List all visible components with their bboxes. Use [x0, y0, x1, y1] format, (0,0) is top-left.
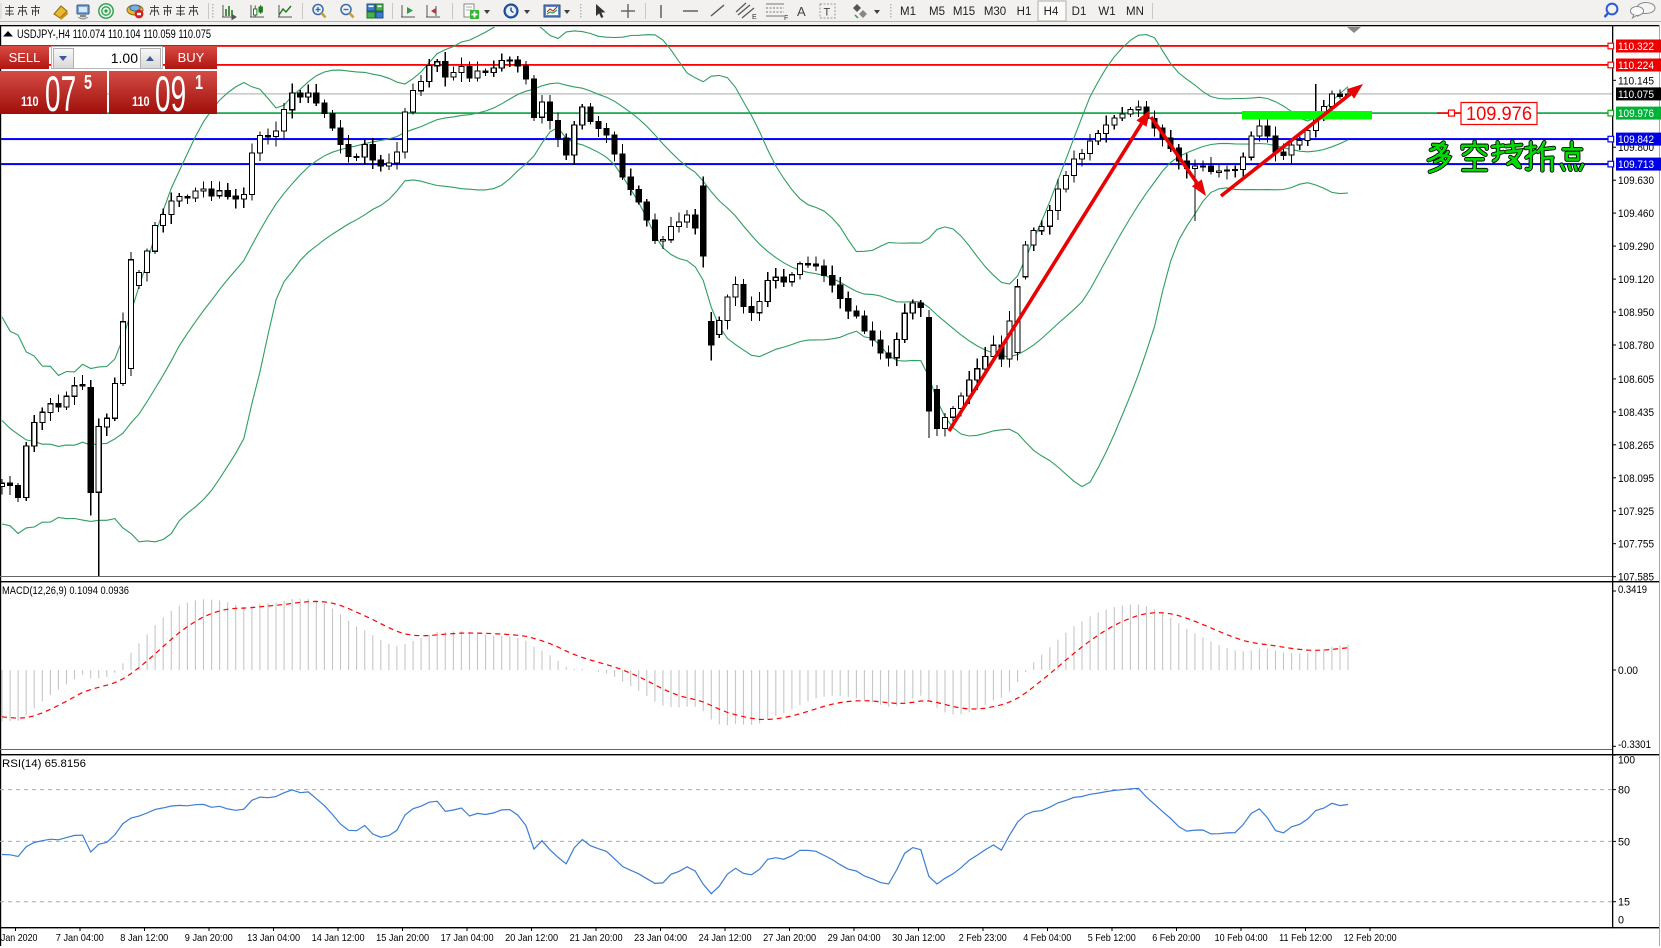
svg-text:108.950: 108.950 [1618, 307, 1654, 319]
svg-text:108.780: 108.780 [1618, 340, 1654, 352]
svg-text:109.713: 109.713 [1618, 159, 1654, 171]
svg-text:12 Feb 20:00: 12 Feb 20:00 [1344, 932, 1397, 944]
svg-text:110.075: 110.075 [1618, 89, 1654, 101]
svg-text:29 Jan 04:00: 29 Jan 04:00 [828, 932, 881, 944]
svg-text:A: A [797, 4, 806, 19]
svg-text:0: 0 [1618, 915, 1624, 927]
svg-text:107.585: 107.585 [1618, 572, 1654, 584]
svg-text:RSI(14) 65.8156: RSI(14) 65.8156 [2, 758, 86, 770]
svg-text:-0.3301: -0.3301 [1618, 739, 1651, 751]
svg-text:109.842: 109.842 [1618, 134, 1654, 146]
svg-text:4 Feb 04:00: 4 Feb 04:00 [1023, 932, 1071, 944]
svg-text:13 Jan 04:00: 13 Jan 04:00 [247, 932, 300, 944]
svg-text:108.435: 108.435 [1618, 407, 1654, 419]
svg-text:20 Jan 12:00: 20 Jan 12:00 [505, 932, 558, 944]
svg-text:M15: M15 [953, 6, 975, 18]
svg-text:108.265: 108.265 [1618, 440, 1654, 452]
svg-text:24 Jan 12:00: 24 Jan 12:00 [699, 932, 752, 944]
svg-text:100: 100 [1618, 755, 1635, 767]
svg-text:USDJPY-,H4 110.074 110.104 11: USDJPY-,H4 110.074 110.104 110.059 110.0… [17, 29, 211, 41]
svg-text:W1: W1 [1098, 6, 1115, 18]
svg-text:H1: H1 [1017, 6, 1032, 18]
svg-text:D1: D1 [1072, 6, 1087, 18]
svg-text:0.3419: 0.3419 [1618, 584, 1647, 596]
svg-text:11 Feb 12:00: 11 Feb 12:00 [1279, 932, 1332, 944]
svg-text:109.120: 109.120 [1618, 274, 1654, 286]
svg-text:MACD(12,26,9) 0.1094 0.0936: MACD(12,26,9) 0.1094 0.0936 [2, 585, 129, 597]
svg-text:14 Jan 12:00: 14 Jan 12:00 [312, 932, 365, 944]
svg-text:110.224: 110.224 [1618, 60, 1654, 72]
svg-text:108.095: 108.095 [1618, 473, 1654, 485]
svg-text:M1: M1 [900, 6, 916, 18]
svg-text:8 Jan 12:00: 8 Jan 12:00 [120, 932, 168, 944]
svg-text:10 Feb 04:00: 10 Feb 04:00 [1215, 932, 1268, 944]
svg-text:109.630: 109.630 [1618, 175, 1654, 187]
svg-text:6 Feb 20:00: 6 Feb 20:00 [1152, 932, 1200, 944]
svg-text:15 Jan 20:00: 15 Jan 20:00 [376, 932, 429, 944]
svg-text:17 Jan 04:00: 17 Jan 04:00 [441, 932, 494, 944]
svg-text:80: 80 [1618, 785, 1630, 797]
svg-text:109.290: 109.290 [1618, 241, 1654, 253]
svg-text:T: T [824, 7, 831, 19]
svg-text:110.145: 110.145 [1618, 75, 1654, 87]
svg-text:109.976: 109.976 [1618, 108, 1654, 120]
svg-text:0.00: 0.00 [1618, 665, 1638, 677]
svg-text:MN: MN [1126, 6, 1144, 18]
svg-text:50: 50 [1618, 836, 1630, 848]
svg-text:27 Jan 20:00: 27 Jan 20:00 [763, 932, 816, 944]
svg-text:7 Jan 04:00: 7 Jan 04:00 [56, 932, 104, 944]
svg-text:107.925: 107.925 [1618, 506, 1654, 518]
svg-text:E: E [752, 14, 757, 21]
svg-text:109.460: 109.460 [1618, 208, 1654, 220]
svg-text:23 Jan 04:00: 23 Jan 04:00 [634, 932, 687, 944]
svg-text:H4: H4 [1044, 6, 1059, 18]
svg-text:15: 15 [1618, 897, 1630, 909]
svg-text:109.976: 109.976 [1466, 103, 1532, 125]
svg-text:6 Jan 2020: 6 Jan 2020 [0, 932, 38, 944]
svg-text:9 Jan 20:00: 9 Jan 20:00 [185, 932, 233, 944]
svg-text:M30: M30 [984, 6, 1006, 18]
svg-text:30 Jan 12:00: 30 Jan 12:00 [892, 932, 945, 944]
svg-text:107.755: 107.755 [1618, 539, 1654, 551]
svg-text:110.322: 110.322 [1618, 41, 1654, 53]
svg-text:M5: M5 [929, 6, 945, 18]
svg-text:F: F [784, 15, 788, 22]
svg-text:108.605: 108.605 [1618, 374, 1654, 386]
svg-text:21 Jan 20:00: 21 Jan 20:00 [570, 932, 623, 944]
svg-text:2 Feb 23:00: 2 Feb 23:00 [959, 932, 1007, 944]
svg-text:5 Feb 12:00: 5 Feb 12:00 [1088, 932, 1136, 944]
